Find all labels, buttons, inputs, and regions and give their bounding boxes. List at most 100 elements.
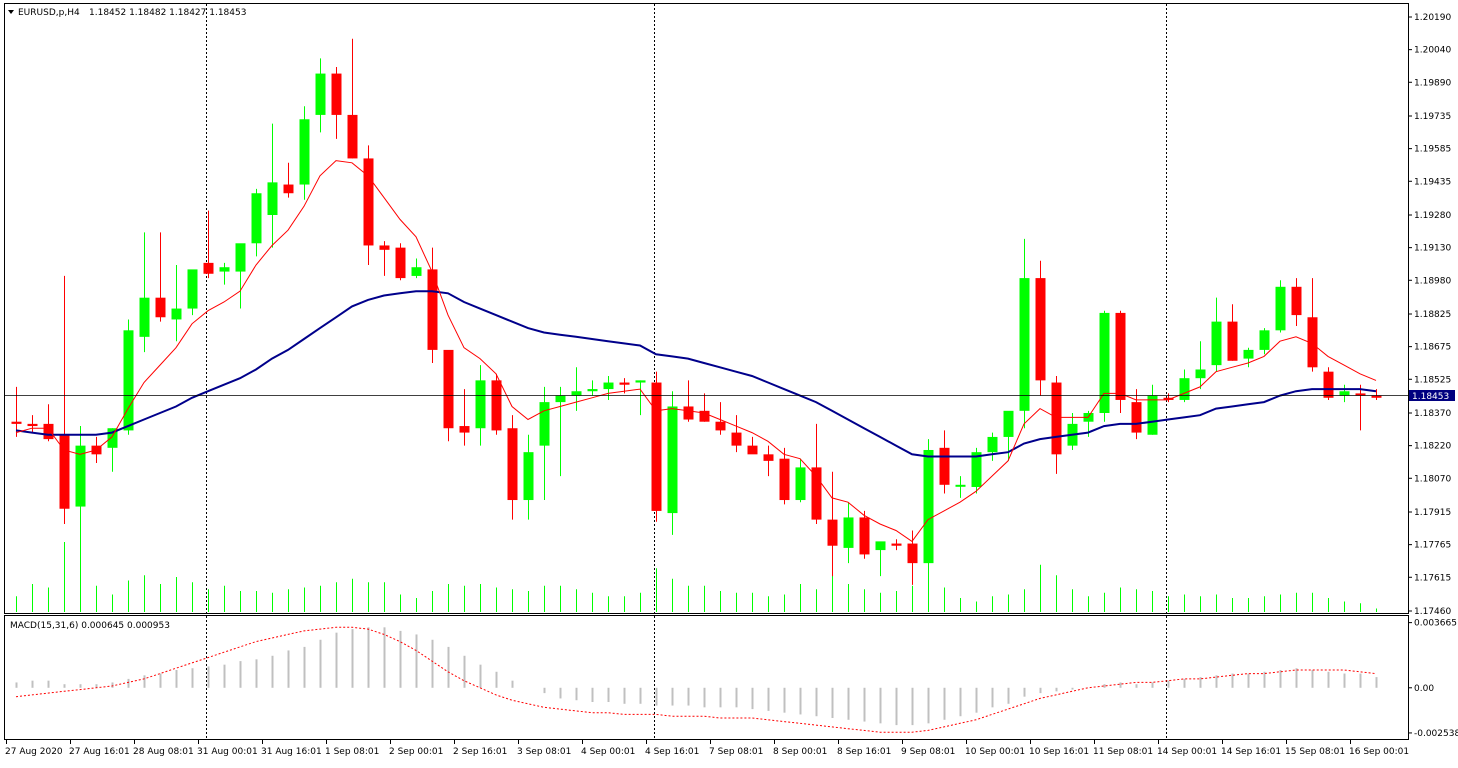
candle-body [795,467,806,501]
candle-body [715,421,726,431]
candle [987,432,998,461]
candle-body [875,541,886,551]
macd-signal-line [15,626,1377,733]
price-tick-label: 1.17460 [1414,607,1451,617]
candle-body [11,421,22,424]
price-tick-label: 1.18675 [1414,343,1451,353]
candle [27,415,38,433]
candle [1035,260,1046,396]
price-tick-label: 1.18525 [1414,375,1451,385]
time-axis[interactable]: 27 Aug 2020 27 Aug 16:01 28 Aug 08:01 31 Au… [5,740,1409,757]
candle-body [299,119,310,185]
candle-body [1019,278,1030,411]
candle [923,439,934,585]
candle-body [987,436,998,453]
candle-body [859,517,870,555]
candle-body [1275,286,1286,331]
time-tick-label: 9 Sep 08:01 [901,747,955,757]
price-tick-label: 1.18220 [1414,442,1451,452]
time-tick-label: 27 Aug 2020 [5,747,63,757]
candle [1051,376,1062,474]
candle-body [411,267,422,276]
candle [139,232,150,353]
time-tick-label: 7 Sep 08:01 [709,747,763,757]
candle-body [347,114,358,159]
candle-body [363,158,374,246]
candle [699,393,710,422]
candle-body [1307,317,1318,368]
candle-body [955,484,966,487]
candle [507,415,518,520]
time-tick-label: 16 Sep 00:01 [1349,747,1409,757]
candle-body [539,402,550,446]
candle-body [1195,369,1206,379]
candle-body [43,423,54,440]
candle [523,434,534,520]
time-tick-label: 2 Sep 16:01 [453,747,507,757]
candle [843,502,854,564]
price-axis[interactable]: 1.20190 1.20040 1.19890 1.19735 1.19585 1.194… [1408,13,1451,617]
candle-body [203,262,214,274]
candle [1275,280,1286,333]
candle [251,188,262,257]
candle-body [699,410,710,422]
candle-body [123,330,134,431]
candle-body [1371,395,1382,398]
candle [395,243,406,281]
candle-body [443,349,454,429]
fast-ma-line [15,160,1377,543]
candle-body [1003,410,1014,437]
time-tick-label: 8 Sep 16:01 [837,747,891,757]
candle-body [331,73,342,115]
candle [235,243,246,309]
candle-body [1291,286,1302,316]
symbol-header[interactable]: EURUSD,p,H4 1.18452 1.18482 1.18427 1.18… [8,8,246,18]
candle-body [283,184,294,194]
candle-body [747,445,758,455]
current-price-box [1409,390,1455,401]
candle-body [171,308,182,320]
candle [1243,347,1254,368]
time-tick-label: 31 Aug 16:01 [261,747,322,757]
time-tick-label: 1 Sep 08:01 [325,747,379,757]
candle [203,210,214,279]
candle [683,380,694,422]
candle [187,269,198,316]
candle-body [187,269,198,309]
candle-body [139,297,150,337]
candle [155,232,166,322]
price-tick-label: 1.19280 [1414,211,1451,221]
time-tick-label: 27 Aug 16:01 [69,747,130,757]
candle-body [235,243,246,272]
slow-ma-line [15,290,1377,458]
candle-body [731,432,742,446]
candle [1099,310,1110,422]
price-tick-label: 1.19585 [1414,145,1451,155]
time-tick-label: 10 Sep 16:01 [1029,747,1089,757]
candle-body [603,382,614,390]
time-tick-label: 14 Sep 00:01 [1157,747,1217,757]
candle [1019,238,1030,429]
price-tick-label: 1.19735 [1414,112,1451,122]
candle [635,380,646,416]
candle-body [107,428,118,448]
candle-body [1355,393,1366,396]
candle-body [971,452,982,487]
dropdown-triangle-icon[interactable] [8,10,14,14]
candle-body [59,434,70,509]
price-tick-label: 1.20040 [1414,46,1451,56]
candle-body [427,269,438,350]
candle [731,415,742,453]
candle-body [667,406,678,514]
candle-body [811,467,822,520]
candlesticks [11,38,1382,585]
macd-axis: 0.003665 0.00 -0.002538 [1408,619,1458,739]
candle [827,471,838,577]
candle [539,386,550,501]
candle [715,402,726,435]
candle [1355,384,1366,431]
candle [11,386,22,437]
current-price-label: 1.18453 [1412,392,1449,402]
